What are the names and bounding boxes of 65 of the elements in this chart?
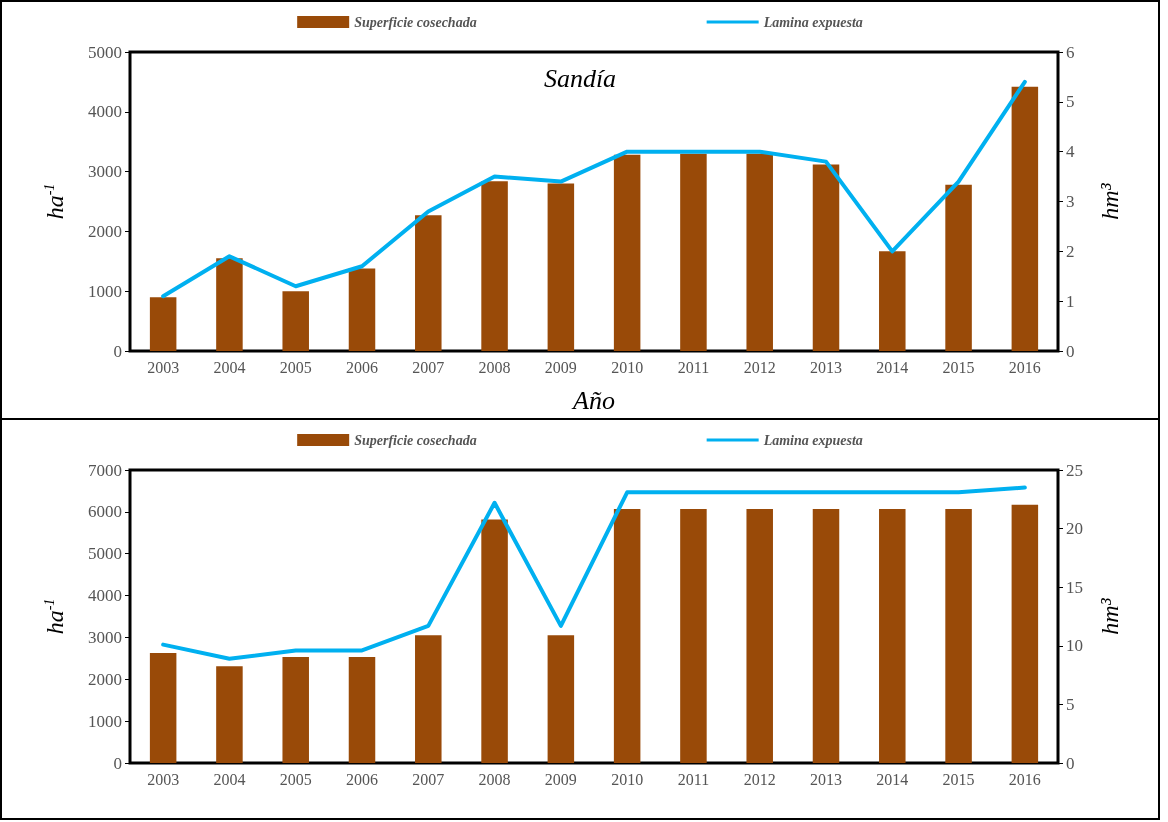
y-tick-label: 0: [113, 341, 122, 361]
x-tick-label: 2010: [611, 770, 644, 788]
y-axis-title: ha-1: [41, 183, 68, 220]
x-tick-label: 2015: [942, 358, 975, 376]
x-tick-label: 2012: [743, 358, 776, 376]
y2-tick-label: 10: [1066, 636, 1083, 656]
legend-label: Lamina expuesta: [762, 432, 863, 448]
x-tick-label: 2016: [1008, 358, 1041, 376]
x-tick-label: 2010: [611, 358, 644, 376]
y2-tick-label: 20: [1066, 519, 1083, 539]
y-tick-label: 1000: [88, 281, 122, 301]
y-tick-label: 4000: [88, 102, 122, 122]
x-tick-label: 2003: [147, 358, 180, 376]
x-tick-label: 2008: [478, 770, 511, 788]
y2-tick-label: 5: [1066, 92, 1075, 112]
y-tick-label: 4000: [88, 586, 122, 606]
x-tick-label: 2009: [544, 770, 577, 788]
chart-title: Sandía: [543, 63, 617, 93]
y2-tick-label: 0: [1066, 753, 1075, 773]
y-tick-label: 5000: [88, 42, 122, 62]
y2-axis-title: hm³: [1097, 597, 1123, 635]
x-tick-label: 2014: [876, 770, 909, 788]
x-tick-label: 2006: [346, 358, 378, 376]
x-tick-label: 2004: [213, 770, 246, 788]
x-tick-label: 2004: [213, 358, 246, 376]
y2-tick-label: 1: [1066, 291, 1075, 311]
y-tick-label: 5000: [88, 544, 122, 564]
y-tick-label: 2000: [88, 669, 122, 689]
y2-tick-label: 15: [1066, 577, 1083, 597]
y-tick-label: 1000: [88, 711, 122, 731]
x-tick-label: 2013: [810, 358, 842, 376]
y-tick-label: 2000: [88, 221, 122, 241]
x-tick-label: 2005: [279, 358, 312, 376]
legend-label: Superficie cosechada: [354, 432, 477, 448]
y2-tick-label: 6: [1066, 42, 1075, 62]
y-tick-label: 6000: [88, 502, 122, 522]
x-tick-label: 2016: [1008, 770, 1041, 788]
y2-tick-label: 0: [1066, 341, 1075, 361]
legend-label: Superficie cosechada: [354, 14, 477, 30]
x-tick-label: 2012: [743, 770, 776, 788]
x-tick-label: 2007: [412, 770, 445, 788]
y2-axis-title: hm³: [1097, 182, 1123, 220]
x-tick-label: 2011: [677, 358, 710, 376]
x-tick-label: 2011: [677, 770, 710, 788]
y2-tick-label: 5: [1066, 694, 1075, 714]
x-tick-label: 2005: [279, 770, 312, 788]
x-tick-label: 2009: [544, 358, 577, 376]
legend-label: Lamina expuesta: [762, 14, 863, 30]
x-tick-label: 2006: [346, 770, 378, 788]
y2-tick-label: 25: [1066, 460, 1083, 480]
y2-tick-label: 4: [1066, 142, 1075, 162]
y2-tick-label: 3: [1066, 192, 1075, 211]
y2-tick-label: 2: [1066, 241, 1075, 261]
y-tick-label: 0: [113, 753, 122, 773]
x-tick-label: 2014: [876, 358, 909, 376]
y-tick-label: 7000: [88, 460, 122, 480]
x-tick-label: 2015: [942, 770, 975, 788]
y-tick-label: 3000: [88, 627, 122, 647]
x-tick-label: 2007: [412, 358, 445, 376]
x-tick-label: 2003: [147, 770, 180, 788]
x-axis-title: Año: [571, 385, 615, 415]
x-tick-label: 2008: [478, 358, 511, 376]
y-axis-title: ha-1: [41, 598, 68, 635]
x-tick-label: 2013: [810, 770, 842, 788]
y-tick-label: 3000: [88, 162, 122, 182]
